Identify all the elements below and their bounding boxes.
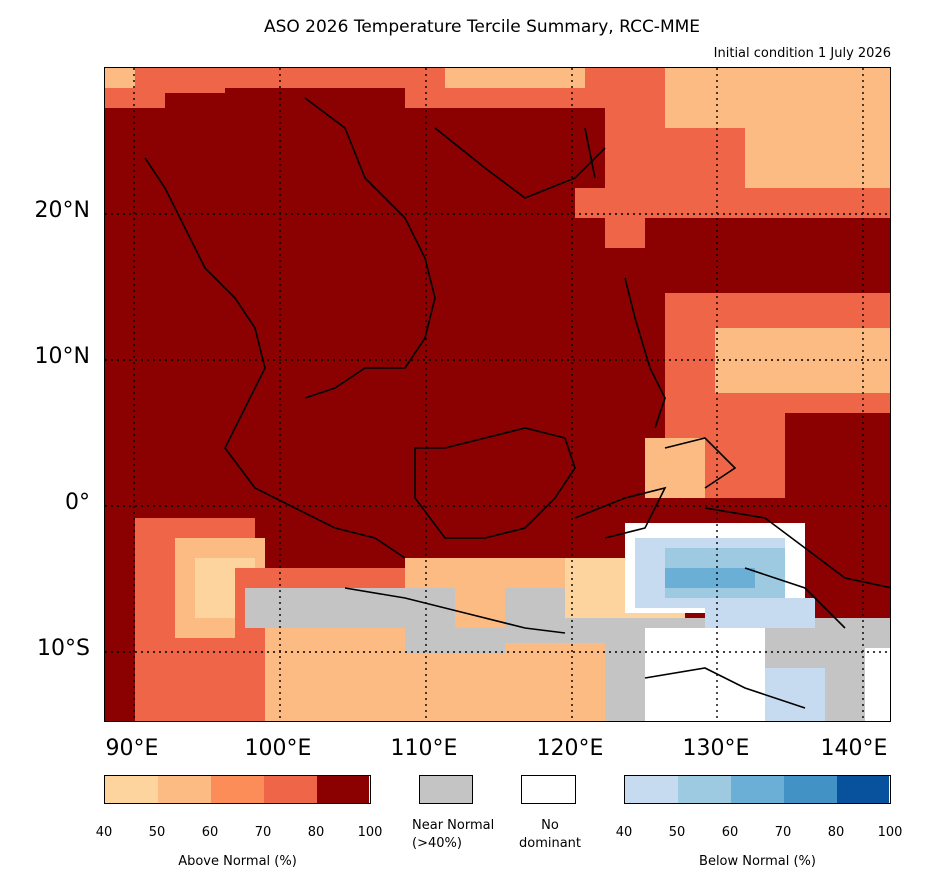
above-normal-patches-north: [105, 68, 890, 248]
lon-label-130e: 130°E: [682, 736, 750, 761]
gridlines: [105, 68, 890, 721]
no-dominant-swatch: [521, 775, 576, 804]
lat-label-20n: 20°N: [34, 198, 90, 223]
near-normal-label-line1: Near Normal: [412, 818, 495, 833]
below-normal-swatch-80: [837, 776, 889, 803]
above-normal-swatch-80: [317, 776, 369, 803]
above-tick-100: 100: [357, 825, 383, 840]
map-title: ASO 2026 Temperature Tercile Summary, RC…: [263, 17, 701, 37]
below-tick-50: 50: [668, 825, 686, 840]
forecast-map: [104, 67, 891, 722]
lon-label-140e: 140°E: [820, 736, 888, 761]
near-normal-label-line2: (>40%): [412, 836, 462, 851]
below-tick-60: 60: [721, 825, 739, 840]
map-canvas: [105, 68, 890, 721]
below-normal-swatch-50: [678, 776, 731, 803]
above-normal-colorbar: [104, 775, 371, 804]
above-tick-40: 40: [95, 825, 113, 840]
below-normal-swatch-70: [784, 776, 837, 803]
no-dominant-label: No dominant: [510, 817, 590, 853]
no-dominant-label-line2: dominant: [518, 836, 582, 851]
near-normal-label: Near Normal (>40%): [412, 817, 528, 853]
lon-label-90e: 90°E: [105, 736, 159, 761]
above-normal-label: Above Normal (%): [178, 854, 297, 869]
above-normal-swatch-50: [158, 776, 211, 803]
above-normal-swatch-40: [105, 776, 158, 803]
above-tick-70: 70: [254, 825, 272, 840]
near-normal-swatch: [419, 775, 473, 804]
lat-label-0: 0°: [65, 490, 90, 515]
map-subtitle: Initial condition 1 July 2026: [713, 46, 891, 61]
lon-label-110e: 110°E: [390, 736, 458, 761]
below-normal-swatch-60: [731, 776, 784, 803]
lat-label-10s: 10°S: [37, 636, 90, 661]
above-tick-80: 80: [307, 825, 325, 840]
coastlines: [144, 97, 890, 709]
below-tick-100: 100: [877, 825, 903, 840]
above-tick-60: 60: [201, 825, 219, 840]
below-tick-40: 40: [615, 825, 633, 840]
below-normal-label: Below Normal (%): [699, 854, 816, 869]
below-tick-80: 80: [827, 825, 845, 840]
above-normal-patches-east: [645, 293, 890, 498]
below-normal-swatch-40: [625, 776, 678, 803]
above-tick-50: 50: [148, 825, 166, 840]
lat-label-10n: 10°N: [34, 344, 90, 369]
no-dominant-label-line1: No: [541, 818, 559, 833]
above-normal-swatch-70: [264, 776, 317, 803]
above-normal-swatch-60: [211, 776, 264, 803]
lon-label-100e: 100°E: [244, 736, 312, 761]
lon-label-120e: 120°E: [536, 736, 604, 761]
below-normal-colorbar: [624, 775, 891, 804]
below-tick-70: 70: [774, 825, 792, 840]
